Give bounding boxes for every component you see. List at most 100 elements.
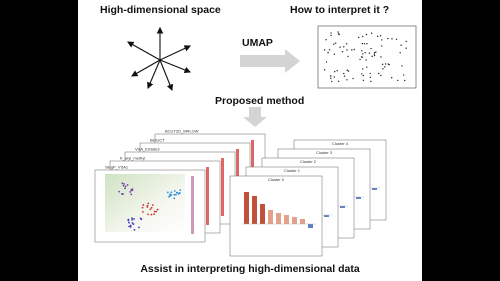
umap-point — [352, 77, 354, 80]
map-point — [153, 213, 155, 215]
chart-bar — [300, 219, 305, 224]
chart-bar — [284, 215, 289, 224]
method-label: Proposed method — [215, 95, 304, 107]
map-point — [126, 183, 129, 186]
umap-point — [365, 33, 368, 36]
chart-title: Cluster 3 — [316, 150, 333, 155]
umap-point — [384, 63, 387, 65]
umap-point — [351, 49, 353, 51]
umap-point — [328, 49, 331, 51]
map-point — [168, 195, 170, 198]
umap-point — [376, 35, 379, 38]
umap-point — [400, 44, 402, 46]
map-title: BCUT2D_MRLOW — [165, 129, 199, 134]
umap-point — [399, 52, 401, 54]
umap-point — [405, 47, 407, 49]
umap-point — [382, 68, 384, 70]
right-arrow — [240, 49, 300, 73]
chart-title: Cluster 0 — [268, 177, 285, 182]
umap-point — [362, 74, 364, 77]
umap-point — [395, 38, 398, 40]
map-point — [132, 223, 135, 226]
map-point — [170, 194, 173, 196]
map-point — [122, 184, 125, 187]
umap-point — [361, 50, 363, 52]
map-point — [178, 192, 181, 194]
colorbar — [221, 158, 224, 216]
umap-point — [323, 49, 326, 51]
cluster-charts: Cluster 4 Cluster 3 Cluster 2 Cluster 1 Clus… — [229, 139, 387, 257]
axes-icon — [127, 26, 192, 92]
umap-point — [362, 68, 364, 70]
umap-point — [360, 56, 363, 58]
chart-bar — [292, 217, 297, 224]
umap-point — [329, 75, 332, 77]
map-point — [133, 218, 135, 220]
umap-point — [375, 51, 377, 53]
map-point — [121, 182, 124, 185]
umap-point — [403, 74, 405, 76]
umap-point — [368, 52, 371, 54]
umap-point — [387, 37, 389, 40]
map-title: VSA_EState3 — [135, 147, 160, 152]
colorbar — [191, 176, 194, 234]
umap-point — [346, 49, 348, 51]
umap-point — [379, 35, 382, 37]
umap-point — [337, 33, 340, 35]
umap-point — [337, 31, 339, 33]
umap-point — [362, 53, 364, 55]
map-point — [173, 193, 176, 196]
chart-bar — [268, 210, 273, 224]
umap-point — [330, 32, 332, 34]
umap-point — [404, 79, 406, 82]
map-point — [131, 219, 134, 221]
map-point — [150, 206, 153, 209]
umap-point — [397, 79, 399, 82]
map-point — [156, 208, 159, 211]
map-point — [128, 225, 131, 228]
chart-bar — [244, 192, 249, 224]
map-point — [123, 183, 125, 185]
chart-bar — [252, 196, 257, 224]
umap-point — [381, 39, 383, 41]
chart-bar — [276, 213, 281, 224]
map-point — [173, 197, 176, 200]
chart-title: Cluster 2 — [300, 159, 317, 164]
umap-plot — [317, 25, 417, 89]
map-point — [147, 202, 150, 205]
map-point — [131, 189, 134, 192]
umap-point — [365, 59, 367, 61]
umap-point — [324, 69, 326, 71]
map-point — [131, 217, 133, 220]
map-point — [170, 191, 173, 194]
umap-point — [373, 54, 376, 57]
map-title: SlogP_VSA1 — [105, 165, 129, 170]
umap-point — [333, 43, 335, 45]
umap-point — [387, 63, 389, 65]
left-title: High-dimensional space — [100, 4, 221, 16]
chart-bar — [356, 197, 361, 199]
umap-point — [384, 66, 386, 68]
umap-point — [347, 55, 349, 58]
umap-point — [370, 32, 373, 34]
map-point — [138, 226, 140, 229]
umap-point — [333, 76, 336, 78]
umap-point — [330, 77, 332, 80]
umap-points — [323, 31, 407, 83]
chart-bar — [324, 215, 329, 217]
umap-point — [330, 34, 332, 37]
umap-point — [327, 51, 329, 54]
map-point — [124, 187, 126, 190]
map-point — [173, 190, 176, 192]
map-point — [129, 191, 132, 193]
umap-point — [363, 43, 366, 45]
umap-point — [330, 80, 333, 83]
map-point — [153, 210, 156, 213]
umap-point — [347, 70, 350, 72]
umap-point — [373, 53, 376, 55]
map-area — [105, 174, 185, 232]
umap-label: UMAP — [242, 37, 273, 49]
map-point — [141, 206, 144, 209]
map-point — [124, 185, 127, 188]
